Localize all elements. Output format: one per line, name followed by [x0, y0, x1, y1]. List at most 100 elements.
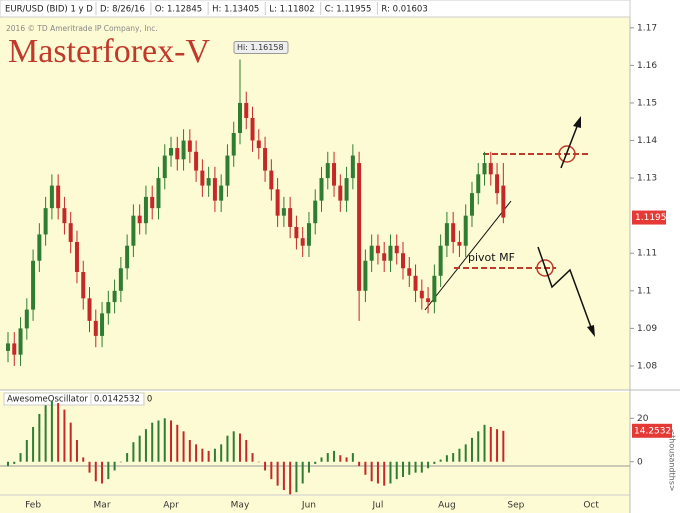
y-tick-label: 1.16: [637, 61, 657, 71]
candle-body: [74, 241, 79, 273]
oscillator-header: AwesomeOscillator: [3, 392, 145, 406]
candle-body: [463, 215, 468, 246]
oscillator-bar: [439, 459, 442, 462]
oscillator-bar: [257, 461, 260, 463]
candle-body: [56, 185, 61, 209]
symbol: EUR/USD (BID) 1 y D: [5, 5, 93, 15]
candle-body: [162, 155, 167, 179]
oscillator-bar: [232, 431, 235, 462]
candle-body: [451, 223, 456, 242]
oscillator-bar: [270, 461, 273, 480]
oscillator-bar: [19, 453, 22, 462]
oscillator-bar: [238, 433, 241, 462]
candle-body: [169, 148, 174, 156]
candle-body: [375, 245, 380, 254]
candle-body: [288, 208, 293, 227]
oscillator-bar: [94, 461, 97, 482]
oscillator-bar: [69, 422, 72, 462]
candle-body: [237, 102, 242, 134]
candle-body: [476, 174, 481, 194]
candle-body: [495, 174, 500, 194]
oscillator-bar: [264, 461, 267, 471]
x-tick-label: Jun: [301, 501, 316, 511]
oscillator-bar: [445, 455, 448, 462]
candle-body: [18, 328, 23, 355]
oscillator-bar: [63, 409, 66, 462]
y-tick-label: 1.09: [637, 324, 657, 334]
oscillator-bar: [138, 435, 141, 462]
oscillator-bar: [75, 440, 78, 462]
oscillator-bar: [251, 453, 254, 462]
candle-body: [100, 313, 105, 336]
oscillator-bar: [489, 426, 492, 462]
annotations: [424, 116, 595, 337]
candle-body: [231, 133, 236, 156]
candle-body: [432, 275, 437, 303]
oscillator-bar: [57, 403, 60, 462]
oscillator-bar: [307, 461, 310, 473]
watermark: Masterforex-V: [8, 33, 210, 70]
candle-body: [175, 148, 180, 160]
indicator-value: 0.0142532: [94, 395, 140, 405]
hi-label-box: [233, 40, 289, 54]
header-field: D: 8/26/16: [100, 5, 145, 15]
candle-body: [143, 196, 148, 224]
candle-body: [426, 298, 431, 303]
candle-body: [187, 140, 192, 152]
oscillator-bar: [364, 461, 367, 475]
x-tick-label: Sep: [507, 501, 524, 511]
oscillator-bar: [458, 448, 461, 462]
arrow-head: [573, 116, 581, 128]
oscillator-bar: [320, 457, 323, 462]
x-tick-label: Jul: [372, 501, 384, 511]
oscillator-bar: [370, 461, 373, 482]
y-tick-label: 0: [637, 457, 643, 467]
candle-body: [68, 223, 73, 242]
candle-body: [150, 196, 155, 209]
candle-body: [49, 185, 54, 209]
candle-body: [338, 185, 343, 201]
oscillator-bar: [276, 461, 279, 486]
candle-body: [93, 320, 98, 336]
oscillator-bar: [50, 400, 53, 462]
oscillator-bar: [151, 422, 154, 462]
y-tick-label: 1.08: [637, 361, 657, 371]
candle-body: [306, 223, 311, 246]
oscillator-bar: [301, 461, 304, 484]
candle-body: [244, 102, 249, 118]
candle-body: [401, 253, 406, 269]
candle-body: [281, 208, 286, 216]
candle-body: [438, 245, 443, 276]
oscillator-bar: [295, 461, 298, 493]
oscillator-bar: [483, 424, 486, 462]
oscillator-bar: [213, 448, 216, 462]
candle-body: [344, 178, 349, 201]
y-tick-label: 1.1: [637, 286, 651, 296]
oscillator-bar: [289, 461, 292, 495]
arrow-head: [587, 325, 595, 337]
candle-body: [394, 245, 399, 254]
candle-body: [300, 238, 305, 246]
candle-body: [363, 260, 368, 291]
marks: [6, 59, 506, 495]
candle-body: [369, 245, 374, 261]
candle-body: [294, 226, 299, 239]
candle-body: [31, 260, 36, 310]
y-tick-label: 1.14: [637, 136, 657, 146]
last-price-box: [632, 210, 666, 225]
oscillator-bar: [113, 461, 116, 471]
oscillator-bar: [7, 461, 9, 467]
header-field: L: 1.11802: [269, 5, 314, 15]
x-tick-label: May: [231, 501, 250, 511]
candle-body: [419, 290, 424, 299]
header: EUR/USD (BID) 1 y D: [0, 0, 631, 18]
oscillator-bar: [427, 461, 430, 469]
oscillator-bar: [326, 453, 329, 462]
oscillator-bar: [496, 429, 499, 462]
candle-body: [457, 241, 462, 246]
indicator-name: AwesomeOscillator: [7, 395, 88, 405]
y-tick-label: 1.11: [637, 249, 657, 259]
oscillator-bar: [351, 453, 354, 462]
